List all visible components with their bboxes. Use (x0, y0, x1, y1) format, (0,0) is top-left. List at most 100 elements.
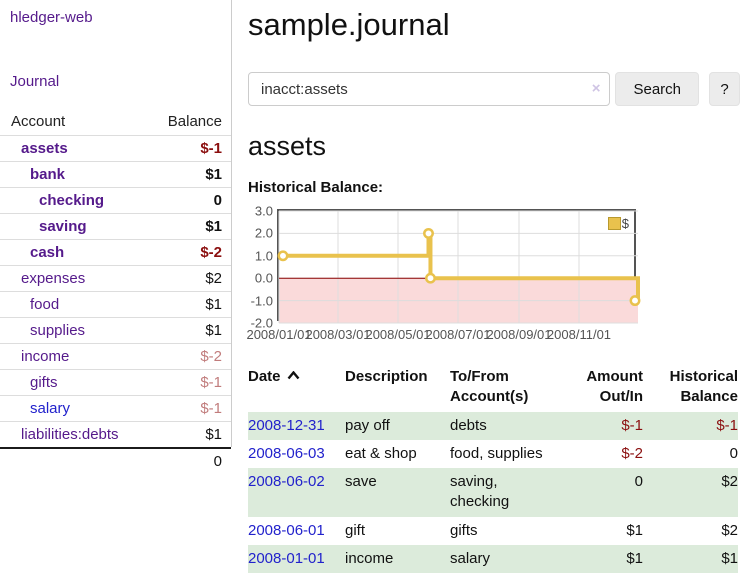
register-header-row: Date Description To/From Account(s) Amou… (248, 365, 738, 412)
account-link[interactable]: supplies (30, 322, 86, 339)
transaction-amount: $1 (626, 549, 643, 567)
sidebar-account-row: saving $1 (0, 213, 231, 240)
register-row: 2008-01-01 income salary $1 $1 (248, 544, 738, 573)
account-link[interactable]: checking (39, 192, 105, 209)
account-link[interactable]: income (21, 348, 70, 365)
account-link[interactable]: salary (30, 400, 71, 417)
transaction-date-link[interactable]: 2008-12-31 (248, 416, 325, 434)
register-table: Date Description To/From Account(s) Amou… (248, 365, 738, 573)
transaction-balance: $-1 (716, 416, 738, 434)
search-form: × Search ? (248, 72, 740, 106)
clear-search-icon[interactable]: × (591, 80, 601, 97)
x-axis-tick-label: 2008/01/01 (246, 327, 312, 342)
transaction-description: gift (345, 521, 366, 539)
account-link[interactable]: liabilities:debts (21, 426, 119, 443)
x-axis-tick-label: 2008/05/01 (365, 327, 431, 342)
transaction-accounts: debts (450, 416, 487, 434)
account-balance: $-2 (200, 244, 222, 261)
account-link[interactable]: bank (30, 166, 66, 183)
app-brand-link[interactable]: hledger-web (10, 9, 93, 26)
transaction-accounts: salary (450, 549, 491, 567)
account-link[interactable]: saving (39, 218, 87, 235)
account-balance: $1 (205, 296, 222, 313)
sidebar-account-row: food $1 (0, 291, 231, 318)
page-title: sample.journal (248, 7, 450, 42)
search-button[interactable]: Search (615, 72, 699, 106)
chart-title: Historical Balance: (248, 179, 384, 196)
transaction-balance: 0 (729, 444, 738, 462)
accounts-table-header: Account Balance (0, 109, 231, 136)
transaction-date-link[interactable]: 2008-06-02 (248, 473, 325, 490)
transaction-description: eat & shop (345, 444, 417, 462)
historical-balance-chart: $ 3.0 2.0 1.0 0.0 -1.0 -2.0 2008/01/01 2008/03/… (246, 203, 740, 349)
account-balance: $-2 (200, 348, 222, 365)
accounts-total-value: 0 (150, 447, 231, 474)
account-link[interactable]: gifts (30, 374, 58, 391)
sidebar: hledger-web Journal Account Balance asse… (0, 0, 232, 474)
chart-plot-area: $ (277, 209, 641, 324)
transaction-balance: $2 (721, 473, 738, 490)
account-link[interactable]: cash (30, 244, 65, 261)
sidebar-account-row: income $-2 (0, 343, 231, 370)
main-content: sample.journal × Search ? assets Histori… (246, 0, 740, 573)
sidebar-account-row: gifts $-1 (0, 369, 231, 396)
register-row: 2008-06-03 eat & shop food, supplies $-2 0 (248, 440, 738, 468)
sidebar-account-row: bank $1 (0, 161, 231, 188)
sidebar-account-row: cash $-2 (0, 239, 231, 266)
transaction-amount: $1 (626, 521, 643, 539)
register-body: 2008-12-31 pay off debts $-1 $-1 2008-06-03 ea… (248, 411, 738, 573)
x-axis-tick-label: 2008/03/01 (305, 327, 371, 342)
search-input[interactable] (248, 72, 611, 106)
transaction-date-link[interactable]: 2008-06-03 (248, 444, 325, 462)
account-balance: $-1 (200, 140, 222, 157)
account-heading: assets (248, 131, 327, 161)
accounts-total-row: 0 (0, 447, 231, 474)
amount-column-header: Amount Out/In (586, 368, 643, 406)
transaction-date-link[interactable]: 2008-06-01 (248, 521, 325, 539)
x-axis-tick-label: 2008/09/01 (486, 327, 552, 342)
account-link[interactable]: expenses (21, 270, 86, 287)
register-row: 2008-12-31 pay off debts $-1 $-1 (248, 411, 738, 440)
y-axis-tick-label: -2.0 (250, 315, 273, 331)
date-column-header[interactable]: Date (248, 365, 345, 412)
accounts-total-spacer (0, 447, 151, 474)
y-axis-tick-label: -1.0 (250, 293, 273, 309)
account-balance: $1 (205, 322, 222, 339)
account-link[interactable]: food (30, 296, 60, 313)
help-button[interactable]: ? (709, 72, 740, 106)
accounts-table: Account Balance assets $-1 bank $1 checking 0… (0, 109, 231, 474)
sidebar-account-row: salary $-1 (0, 395, 231, 422)
y-axis-tick-label: 2.0 (254, 225, 273, 241)
transaction-amount: $-1 (621, 416, 643, 434)
transaction-accounts: saving, checking (450, 473, 510, 511)
sidebar-item-journal[interactable]: Journal (10, 73, 60, 90)
sidebar-account-row: assets $-1 (0, 136, 231, 162)
register-row: 2008-06-01 gift gifts $1 $2 (248, 517, 738, 545)
account-balance: $1 (205, 218, 222, 235)
sidebar-account-row: checking 0 (0, 187, 231, 214)
description-column-header: Description (345, 368, 428, 385)
transaction-balance: $2 (721, 521, 738, 539)
x-axis-tick-label: 2008/07/01 (425, 327, 491, 342)
transaction-date-link[interactable]: 2008-01-01 (248, 549, 325, 567)
balance-column-header-register: Historical Balance (669, 368, 738, 406)
chart-legend: $ (607, 216, 629, 231)
y-axis-tick-label: 1.0 (254, 248, 273, 264)
sidebar-account-row: expenses $2 (0, 265, 231, 292)
x-axis-tick-label: 2008/11/01 (546, 327, 612, 342)
account-balance: $1 (205, 426, 222, 443)
chart-canvas (277, 210, 641, 324)
sidebar-account-row: supplies $1 (0, 317, 231, 344)
transaction-description: save (345, 473, 377, 490)
chevron-up-icon (287, 370, 299, 380)
y-axis-tick-label: 0.0 (254, 270, 273, 286)
accounts-column-header: To/From Account(s) (450, 368, 529, 406)
sidebar-account-row: liabilities:debts $1 (0, 421, 231, 449)
account-balance: $1 (205, 166, 222, 183)
transaction-amount: 0 (634, 473, 643, 490)
account-balance: $-1 (200, 374, 222, 391)
legend-swatch-icon (607, 217, 621, 230)
account-link[interactable]: assets (21, 140, 68, 157)
sidebar-accounts-body: assets $-1 bank $1 checking 0 saving $1 cash $-2 e… (0, 136, 231, 449)
account-balance: $-1 (200, 400, 222, 417)
